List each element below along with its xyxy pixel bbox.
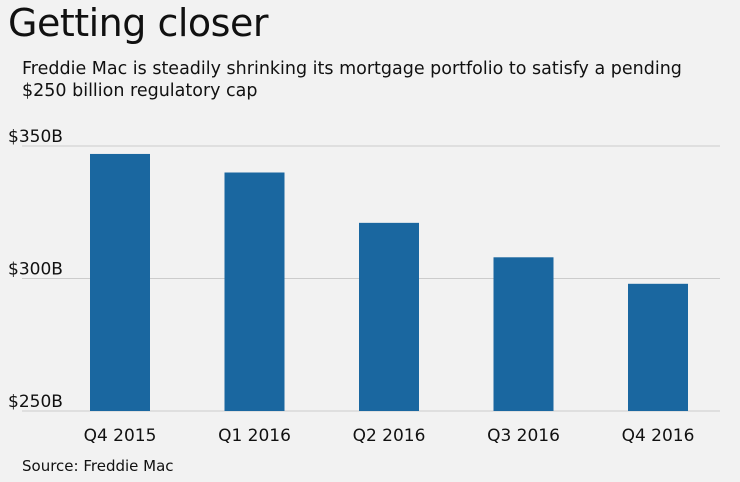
y-tick-label: $300B [8,260,63,280]
bar-q4-2015 [90,153,150,411]
y-tick-label: $350B [8,127,63,147]
x-category-label: Q4 2015 [84,426,157,446]
bar-q4-2016 [628,283,688,411]
bar-q2-2016 [359,222,419,411]
y-tick-label: $250B [8,392,63,412]
chart-title: Getting closer [8,1,268,45]
x-category-label: Q4 2016 [622,426,695,446]
x-category-label: Q3 2016 [487,426,560,446]
bar-q1-2016 [224,172,285,411]
chart-subtitle: Freddie Mac is steadily shrinking its mo… [22,59,682,101]
source-note: Source: Freddie Mac [22,457,174,475]
bars [90,153,688,411]
x-axis-category-labels: Q4 2015 Q1 2016 Q2 2016 Q3 2016 Q4 2016 [84,426,695,446]
x-category-label: Q1 2016 [218,426,291,446]
y-axis-tick-labels: $250B $300B $350B [8,127,63,412]
bar-q3-2016 [493,257,554,411]
x-category-label: Q2 2016 [353,426,426,446]
